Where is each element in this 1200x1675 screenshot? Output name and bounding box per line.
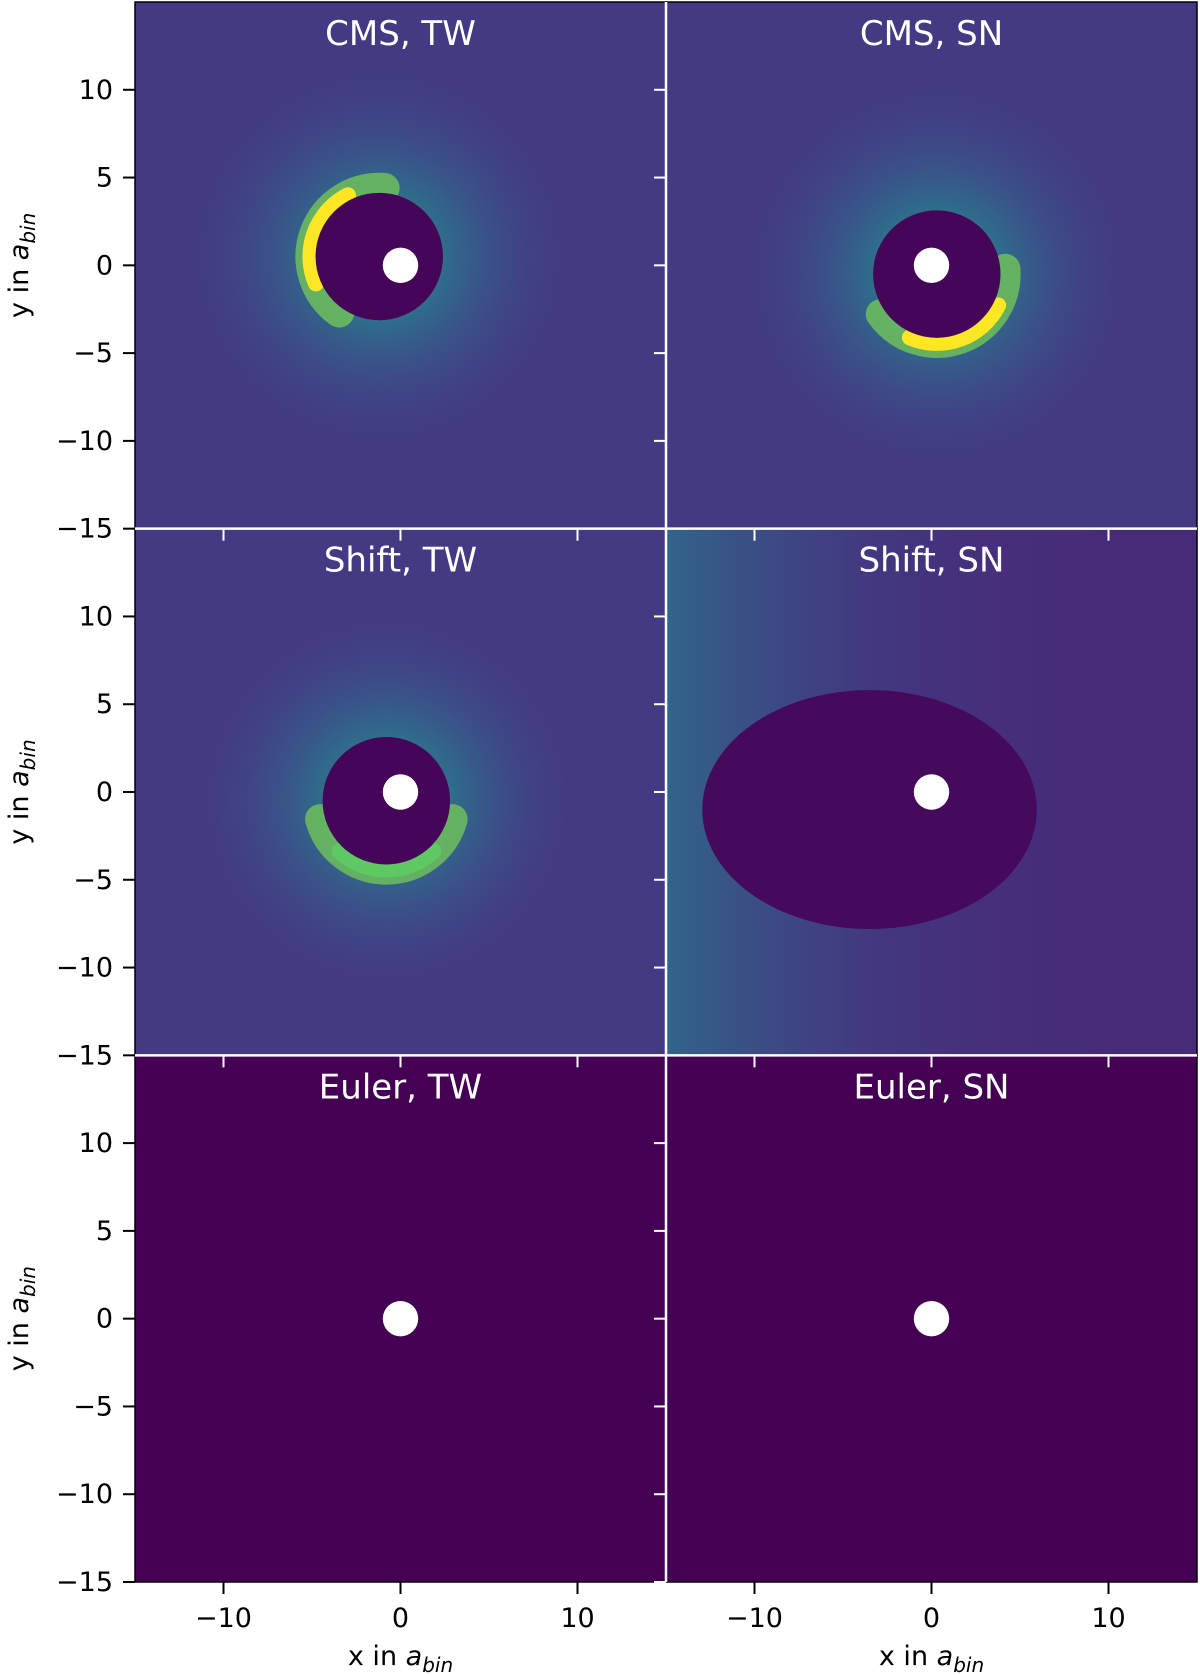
y-tick-label: 10 — [79, 75, 113, 106]
x-tick-label: −10 — [195, 1603, 252, 1634]
cavity — [702, 690, 1037, 930]
y-tick-label: −15 — [56, 1567, 113, 1598]
y-tick-label: 5 — [96, 1216, 113, 1247]
y-tick-label: −5 — [73, 865, 113, 896]
x-tick-label: 0 — [923, 1603, 940, 1634]
central-hole — [382, 1300, 419, 1337]
y-tick-label: −10 — [56, 1479, 113, 1510]
y-tick-label: 5 — [96, 689, 113, 720]
x-tick-label: 10 — [1091, 1603, 1125, 1634]
central-hole — [913, 1300, 950, 1337]
panel: Shift, SN — [665, 527, 1198, 1057]
panel-grid: CMS, TW CMS, SN Shift, TW Shift, SN Euler, T… — [134, 1, 1198, 1583]
y-tick-label: −5 — [73, 338, 113, 369]
central-hole — [913, 247, 950, 284]
panel-title: CMS, TW — [325, 14, 476, 54]
y-tick-label: −10 — [56, 426, 113, 457]
panel-title: Shift, SN — [859, 541, 1005, 581]
panel-title: CMS, SN — [860, 14, 1003, 54]
panel: Euler, SN — [665, 1054, 1198, 1583]
y-tick-label: 5 — [96, 163, 113, 194]
x-tick-label: −10 — [726, 1603, 783, 1634]
panel: CMS, SN — [665, 1, 1198, 530]
panel: Shift, TW — [134, 527, 667, 1057]
y-tick-label: 0 — [96, 777, 113, 808]
ring-crest — [331, 843, 442, 878]
panel-title: Euler, SN — [853, 1067, 1009, 1107]
cavity — [315, 192, 443, 321]
y-tick-label: −15 — [56, 1040, 113, 1071]
y-axis-label: y in abin — [4, 213, 40, 318]
central-hole — [382, 774, 419, 810]
x-tick-label: 0 — [392, 1603, 409, 1634]
y-axis-label: y in abin — [4, 739, 40, 844]
central-hole — [382, 247, 419, 284]
y-tick-label: 0 — [96, 1304, 113, 1335]
y-tick-label: 0 — [96, 250, 113, 281]
y-tick-label: 10 — [79, 1128, 113, 1159]
ring-crest — [302, 187, 356, 292]
y-tick-label: −10 — [56, 953, 113, 984]
y-tick-label: −15 — [56, 514, 113, 545]
x-axis-label: x in abin — [879, 1641, 984, 1675]
panel: Euler, TW — [134, 1054, 667, 1583]
central-hole — [913, 774, 950, 810]
y-tick-label: 10 — [79, 601, 113, 632]
panel: CMS, TW — [134, 1, 667, 530]
x-tick-label: 10 — [560, 1603, 594, 1634]
panel-title: Shift, TW — [324, 541, 477, 581]
y-tick-label: −5 — [73, 1391, 113, 1422]
x-axis-label: x in abin — [348, 1641, 453, 1675]
y-axis-label: y in abin — [4, 1266, 40, 1371]
panel-title: Euler, TW — [319, 1067, 482, 1107]
ring-crest — [901, 297, 1007, 351]
axes: −15 −10 −5 0 5 10 y in abin −15 −10 −5 0 5 10 y in ab… — [4, 2, 1197, 1675]
